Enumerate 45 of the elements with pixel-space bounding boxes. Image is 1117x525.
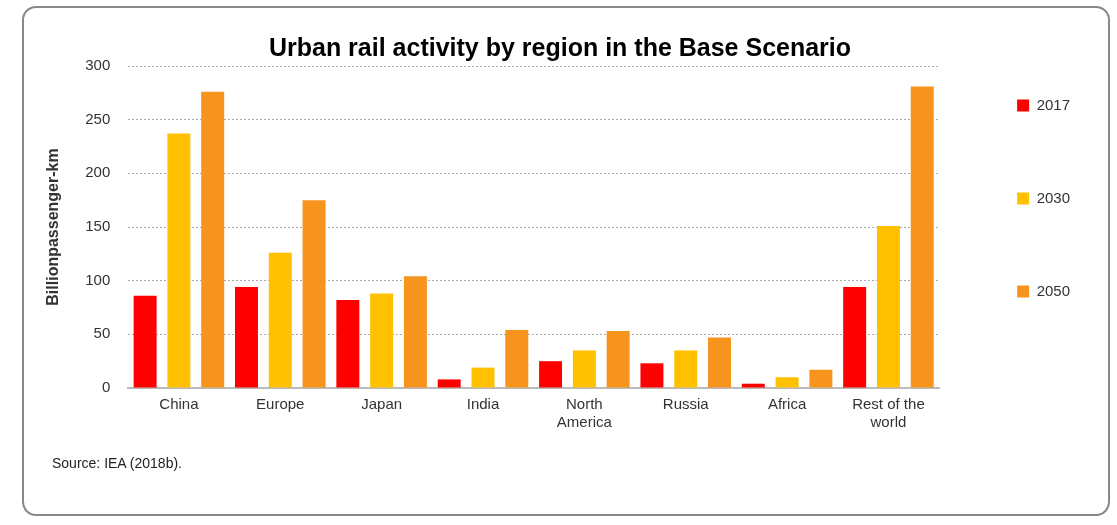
bar [606,331,630,388]
x-tick-label: North America [556,395,613,431]
bar [741,383,765,388]
x-tick-label: China [159,395,200,413]
y-tick-label: 100 [85,270,111,288]
bar [775,377,799,388]
bar [572,350,596,388]
y-axis-title: Billionpassenger-km [44,148,62,306]
y-tick-label: 250 [85,109,111,127]
bar [336,299,360,388]
bar [505,330,529,388]
legend-label: 2017 [1036,95,1071,113]
bar [708,337,731,388]
bar [370,293,394,388]
bar [640,363,664,388]
chart-title: Urban rail activity by region in the Base Scenario [268,32,852,61]
bar [201,91,225,388]
y-tick-label: 300 [85,56,111,74]
bar [843,287,867,388]
bar [133,295,157,388]
y-tick-label: 200 [85,163,111,181]
bar [403,276,427,388]
x-tick-label: Europe [256,395,305,413]
x-tick-label: Russia [662,395,710,413]
bar [235,287,258,388]
x-tick-label: Africa [767,395,807,413]
x-tick-label: Rest of the world [852,395,925,431]
bar [437,379,461,388]
x-tick-label: Japan [361,395,403,413]
bar [910,86,934,388]
bar [876,225,900,388]
y-tick-label: 50 [93,324,111,342]
bar [539,361,563,388]
bar [471,367,495,388]
bar [809,369,833,388]
x-tick-label: India [466,395,500,413]
legend-label: 2030 [1036,188,1071,206]
bar [302,200,326,388]
legend-label: 2050 [1036,281,1071,299]
bar [167,133,191,388]
y-tick-label: 0 [101,378,111,396]
source-note: Source: IEA (2018b). [52,455,182,471]
y-tick-label: 150 [85,217,111,235]
bar [268,252,292,388]
bar [674,350,698,388]
